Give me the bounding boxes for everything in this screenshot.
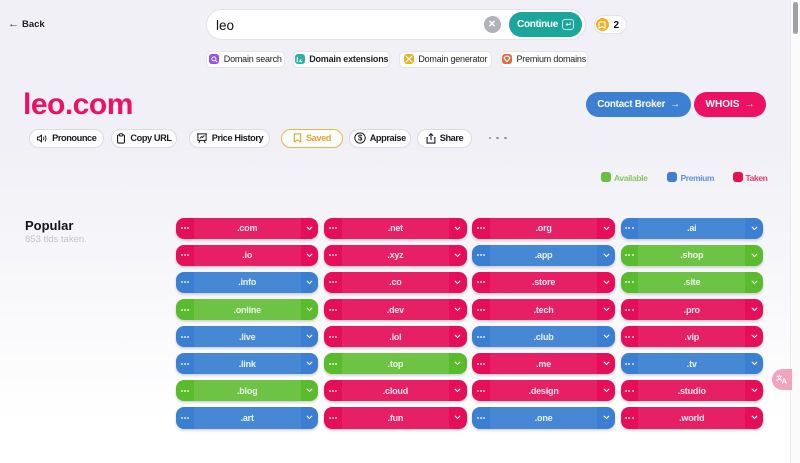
svg-text:A: A [782,377,787,384]
svg-text:$: $ [358,134,363,143]
